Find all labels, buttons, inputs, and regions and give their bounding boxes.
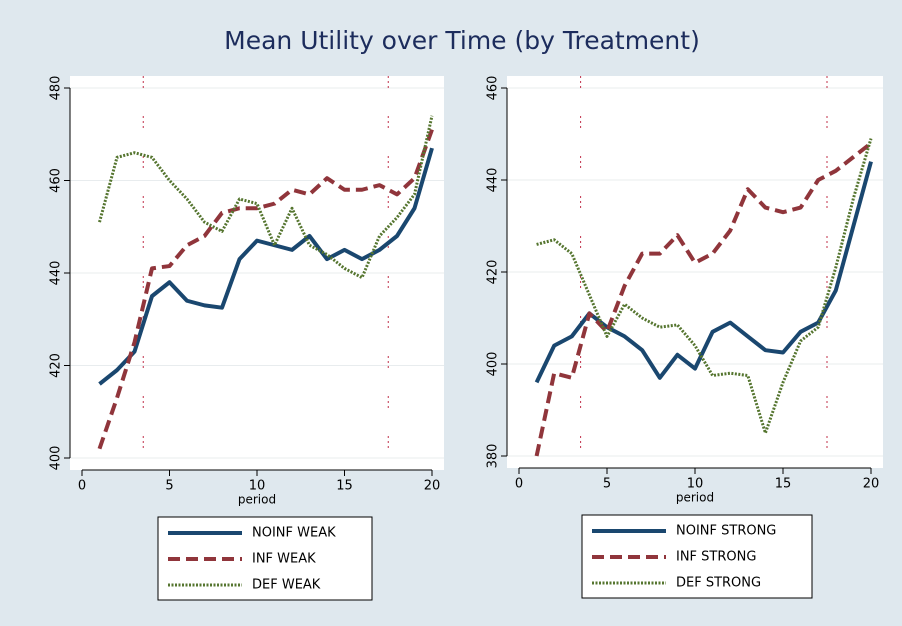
x-tick-label: 0 <box>515 477 523 492</box>
y-tick-label: 420 <box>49 353 64 378</box>
y-tick-label: 420 <box>486 260 501 285</box>
legend-label: DEF STRONG <box>676 576 761 591</box>
y-tick-label: 460 <box>486 76 501 101</box>
y-tick-label: 440 <box>486 168 501 193</box>
series-line <box>98 147 434 386</box>
y-tick-label: 440 <box>49 261 64 286</box>
legend-label: NOINF STRONG <box>676 524 776 539</box>
x-tick-label: 20 <box>863 477 880 492</box>
series-line <box>536 138 873 435</box>
x-tick-label: 5 <box>165 479 173 494</box>
x-tick-label: 0 <box>78 479 86 494</box>
x-tick-label: 20 <box>424 479 441 494</box>
x-axis-label: period <box>676 491 714 505</box>
x-tick-label: 10 <box>249 479 266 494</box>
legend: NOINF WEAK INF WEAK DEF WEAK <box>157 516 373 601</box>
legend: NOINF STRONG INF STRONG DEF STRONG <box>581 514 813 599</box>
y-tick-label: 480 <box>49 76 64 101</box>
y-tick-label: 460 <box>49 168 64 193</box>
x-tick-label: 5 <box>603 477 611 492</box>
y-tick-label: 380 <box>486 444 501 469</box>
y-tick-label: 400 <box>486 352 501 377</box>
x-tick-label: 15 <box>336 479 353 494</box>
x-tick-label: 10 <box>687 477 704 492</box>
chart-title: Mean Utility over Time (by Treatment) <box>224 26 700 55</box>
y-tick-label: 400 <box>49 446 64 471</box>
legend-label: DEF WEAK <box>252 578 321 593</box>
legend-label: INF WEAK <box>252 552 316 567</box>
x-tick-label: 15 <box>775 477 792 492</box>
series-line <box>97 128 434 450</box>
x-axis-label: period <box>238 493 276 507</box>
series-line <box>98 115 434 280</box>
series-line <box>534 141 873 457</box>
legend-label: NOINF WEAK <box>252 526 336 541</box>
legend-label: INF STRONG <box>676 550 756 565</box>
